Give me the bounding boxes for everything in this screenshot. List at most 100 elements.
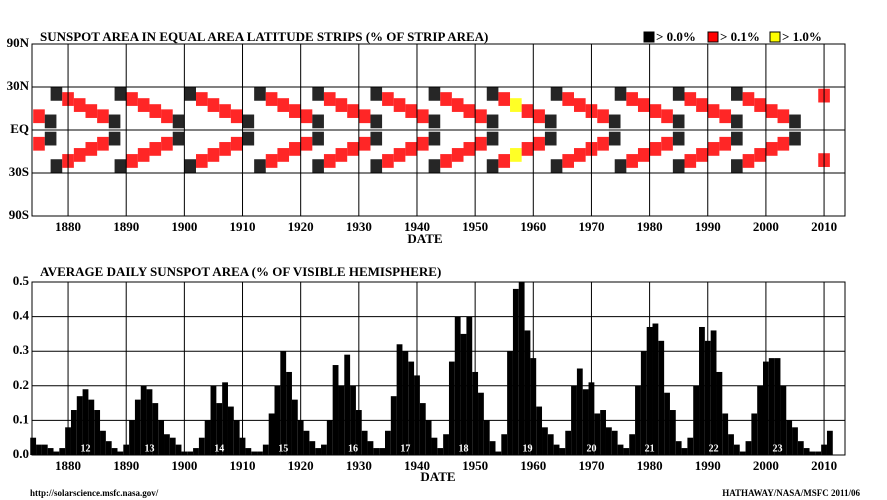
bar	[117, 451, 124, 455]
bar	[710, 330, 717, 455]
x-tick-label: 1930	[346, 458, 372, 473]
bar	[489, 441, 496, 455]
y-tick-label: EQ	[10, 121, 29, 136]
bar	[501, 434, 508, 455]
area-cell	[574, 148, 586, 162]
x-tick-label: 2000	[753, 458, 779, 473]
area-cell	[137, 98, 150, 112]
area-cell	[195, 92, 208, 106]
bar	[559, 448, 566, 455]
bar	[786, 420, 793, 455]
area-cell	[451, 98, 464, 112]
legend-swatch	[643, 31, 655, 43]
x-tick-label: 1990	[695, 219, 721, 234]
area-cell	[207, 98, 220, 112]
legend-label: > 1.0%	[782, 29, 822, 44]
area-cell	[649, 142, 662, 156]
bar	[309, 441, 316, 455]
area-cell	[323, 92, 336, 106]
y-tick-label: 90N	[7, 35, 30, 50]
bar	[47, 448, 54, 455]
area-cell	[370, 131, 383, 146]
area-cell	[684, 154, 697, 168]
bar	[443, 434, 449, 455]
area-cell	[289, 104, 301, 118]
bar	[751, 413, 758, 455]
bar	[687, 437, 694, 455]
bar	[664, 392, 670, 455]
cycle-number: 14	[214, 443, 224, 454]
cycle-number: 23	[773, 443, 783, 454]
bar	[623, 448, 630, 455]
area-cell	[242, 114, 255, 129]
bar	[547, 434, 554, 455]
area-cell	[277, 148, 290, 162]
area-cell	[382, 92, 394, 106]
bar	[815, 451, 822, 455]
bar	[216, 403, 223, 455]
area-cell	[533, 136, 545, 151]
bar	[699, 326, 705, 455]
cycle-number: 18	[459, 443, 469, 454]
area-cell	[230, 109, 243, 124]
bar	[611, 430, 618, 455]
y-tick-label: 0.5	[13, 273, 30, 288]
bar	[53, 451, 60, 455]
area-cell	[358, 109, 371, 124]
area-cell	[521, 104, 534, 118]
area-cell	[707, 104, 720, 118]
bar	[652, 323, 659, 455]
y-tick-label: 0.4	[13, 308, 30, 323]
area-cell	[50, 159, 63, 173]
area-cell	[44, 131, 57, 146]
area-cell	[626, 154, 638, 168]
area-cell	[428, 159, 441, 173]
area-cell	[463, 142, 476, 156]
x-tick-label: 1980	[637, 219, 663, 234]
area-cell	[597, 109, 609, 124]
area-cell	[533, 109, 545, 124]
x-tick-label: 1920	[288, 458, 314, 473]
x-tick-label: 1990	[695, 458, 721, 473]
bar	[245, 448, 252, 455]
plot-frame	[31, 281, 846, 456]
area-cell	[672, 131, 685, 146]
x-tick-label: 1930	[346, 219, 372, 234]
area-cell	[44, 114, 57, 129]
area-cell	[393, 98, 406, 112]
area-cell	[550, 87, 563, 101]
area-cell	[207, 148, 220, 162]
bar	[268, 413, 275, 455]
bar	[291, 399, 298, 455]
bar	[768, 358, 775, 455]
area-cell	[451, 148, 464, 162]
cycle-number: 17	[400, 443, 410, 454]
area-cell	[649, 104, 662, 118]
area-cell	[777, 109, 790, 124]
bar	[542, 427, 548, 455]
bar	[344, 354, 351, 455]
area-cell	[172, 114, 185, 129]
area-cell	[440, 92, 452, 106]
area-cell	[550, 159, 563, 173]
area-cell	[195, 154, 208, 168]
bar	[605, 427, 612, 455]
area-cell	[521, 142, 534, 156]
bar	[30, 437, 37, 455]
area-cell	[277, 98, 290, 112]
bar	[553, 444, 560, 455]
area-cell	[614, 87, 627, 101]
bar	[524, 330, 531, 455]
bar	[233, 420, 240, 455]
bar	[617, 444, 624, 455]
area-cell	[73, 98, 86, 112]
bar	[257, 451, 263, 455]
area-cell	[219, 142, 231, 156]
bar	[222, 382, 228, 455]
area-cell	[347, 142, 359, 156]
area-cell	[544, 114, 557, 129]
area-cell	[416, 109, 429, 124]
bar	[41, 444, 48, 455]
bar	[390, 396, 397, 455]
